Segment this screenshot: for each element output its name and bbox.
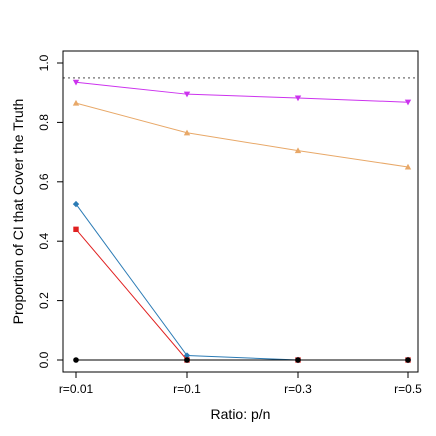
data-point	[72, 200, 80, 208]
y-tick-label: 0.8	[37, 114, 51, 131]
data-point	[404, 163, 412, 170]
data-point	[294, 147, 302, 154]
data-point	[72, 99, 80, 106]
data-point	[295, 357, 301, 363]
data-point	[73, 357, 79, 363]
series-4	[73, 226, 411, 363]
data-point	[183, 352, 191, 359]
data-point	[183, 129, 191, 136]
data-point	[294, 95, 302, 102]
x-tick-label: r=0.5	[394, 382, 422, 396]
y-tick-label: 1.0	[37, 54, 51, 71]
series-line	[75, 228, 408, 361]
x-axis-title: Ratio: p/n	[211, 406, 271, 422]
data-point	[72, 79, 80, 86]
y-axis-title: Proportion of CI that Cover the Truth	[10, 99, 26, 325]
y-tick-label: 0.6	[37, 173, 51, 190]
y-tick-label: 0.0	[37, 351, 51, 368]
series-1	[72, 79, 412, 106]
series-layer	[72, 79, 412, 364]
y-axis: 0.0 0.2 0.4 0.6 0.8 1.0	[37, 54, 64, 368]
x-axis: r=0.01 r=0.1 r=0.3 r=0.5	[59, 371, 422, 396]
y-tick-label: 0.2	[37, 292, 51, 309]
plot-frame	[62, 50, 419, 373]
data-point	[184, 357, 190, 363]
y-tick-label: 0.4	[37, 233, 51, 250]
x-tick-label: r=0.1	[173, 382, 201, 396]
x-tick-label: r=0.3	[284, 382, 312, 396]
series-2	[72, 99, 412, 170]
data-point	[183, 91, 191, 98]
data-point	[405, 357, 411, 363]
data-point	[404, 99, 412, 106]
series-line	[75, 81, 409, 103]
series-3	[72, 200, 412, 364]
series-line	[75, 203, 408, 361]
series-line	[75, 102, 409, 168]
series-5	[73, 357, 411, 363]
data-point	[73, 226, 79, 233]
x-tick-label: r=0.01	[59, 382, 94, 396]
